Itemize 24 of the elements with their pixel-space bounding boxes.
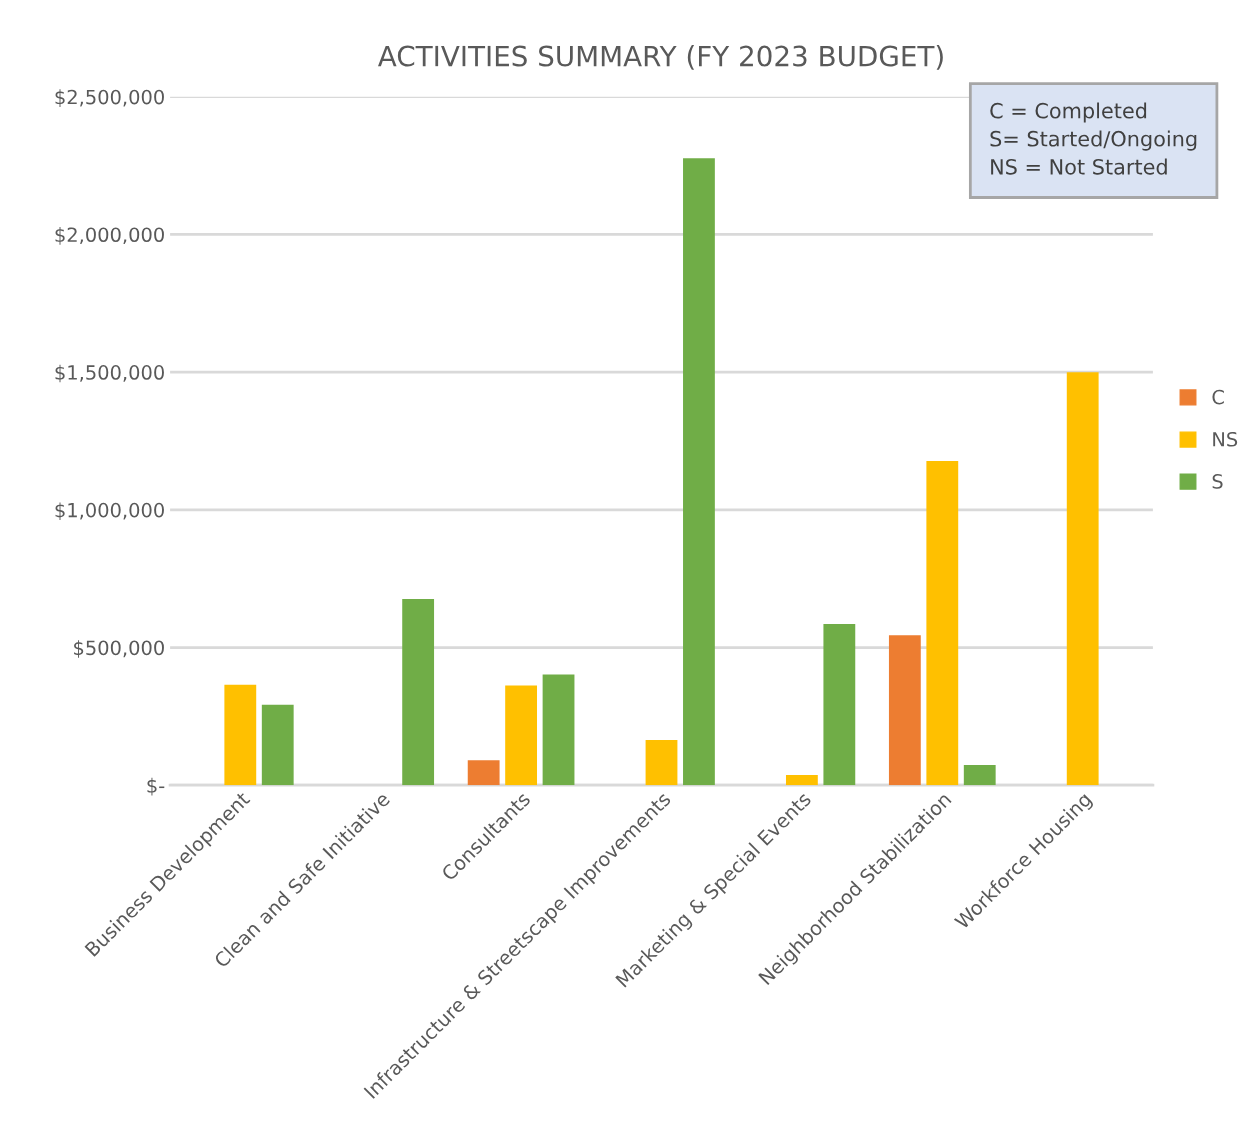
y-tick-label: $1,500,000 <box>55 364 164 383</box>
chart-title: ACTIVITIES SUMMARY (FY 2023 BUDGET) <box>377 45 943 70</box>
legend-label: NS <box>1213 431 1238 447</box>
bar <box>785 775 818 786</box>
y-tick-label: $2,500,000 <box>55 89 164 107</box>
bar <box>1066 372 1099 786</box>
legend-label: C <box>1212 389 1224 405</box>
bar <box>963 765 996 786</box>
annotation: C = Completed S= Started/Ongoing NS = Not Started <box>990 102 1197 175</box>
bar <box>926 461 959 786</box>
bar <box>888 635 921 786</box>
legend-label: S <box>1212 474 1223 489</box>
bar <box>823 624 856 786</box>
y-tick-label: $500,000 <box>74 640 164 658</box>
bar <box>402 599 435 786</box>
bar <box>645 740 678 786</box>
y-tick-label: $1,000,000 <box>55 502 164 521</box>
bar <box>505 685 538 786</box>
bar <box>224 684 257 786</box>
bar <box>683 158 715 786</box>
bar <box>467 760 500 786</box>
bar <box>542 674 575 786</box>
y-tick-label: $2,000,000 <box>55 227 164 245</box>
bar <box>261 704 294 786</box>
